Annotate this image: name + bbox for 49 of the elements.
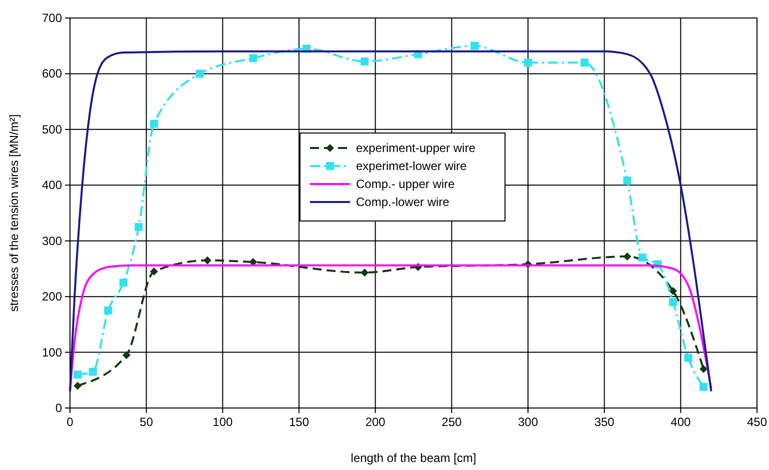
point — [74, 382, 82, 390]
point — [122, 351, 130, 360]
x-tick-label: 350 — [594, 415, 615, 429]
point — [203, 256, 212, 264]
x-tick-label: 250 — [442, 415, 462, 429]
point — [150, 268, 158, 276]
point — [669, 287, 678, 295]
point — [623, 252, 632, 260]
y-axis-title: stresses of the tension wires [MN/m²] — [7, 114, 21, 312]
point — [700, 382, 708, 391]
point — [134, 222, 143, 231]
point — [684, 354, 692, 362]
y-tick-label: 0 — [55, 401, 62, 415]
point — [470, 42, 479, 50]
x-tick-label: 300 — [518, 415, 538, 429]
legend-label: Comp.- upper wire — [356, 177, 456, 191]
x-tick-label: 150 — [288, 415, 310, 429]
point — [119, 278, 128, 287]
x-tick-label: 450 — [746, 415, 768, 429]
x-tick-label: 100 — [212, 415, 233, 429]
point — [638, 254, 646, 262]
point — [669, 298, 678, 306]
point — [196, 70, 204, 78]
y-tick-label: 700 — [42, 11, 62, 25]
legend-label: experimet-lower wire — [356, 159, 468, 173]
y-tick-label: 600 — [42, 66, 62, 81]
legend-label: experiment-upper wire — [356, 141, 476, 155]
point — [360, 57, 369, 66]
legend-label: Comp.-lower wire — [356, 195, 450, 209]
point — [150, 120, 158, 128]
point — [623, 176, 632, 185]
y-tick-label: 100 — [42, 345, 62, 360]
y-tick-label: 400 — [42, 178, 62, 192]
y-tick-label: 200 — [42, 290, 62, 304]
x-axis-title: length of the beam [cm] — [350, 451, 476, 465]
point — [249, 54, 258, 62]
point — [74, 370, 82, 379]
x-tick-label: 200 — [365, 415, 386, 429]
point — [580, 58, 588, 67]
x-tick-label: 50 — [140, 415, 154, 429]
y-tick-label: 300 — [42, 234, 62, 248]
point — [524, 58, 532, 67]
point — [104, 306, 112, 314]
x-tick-label: 0 — [66, 415, 74, 429]
y-tick-label: 500 — [42, 122, 62, 136]
point — [88, 368, 97, 376]
point — [360, 268, 369, 277]
x-tick-label: 400 — [670, 415, 691, 429]
point — [700, 365, 708, 373]
